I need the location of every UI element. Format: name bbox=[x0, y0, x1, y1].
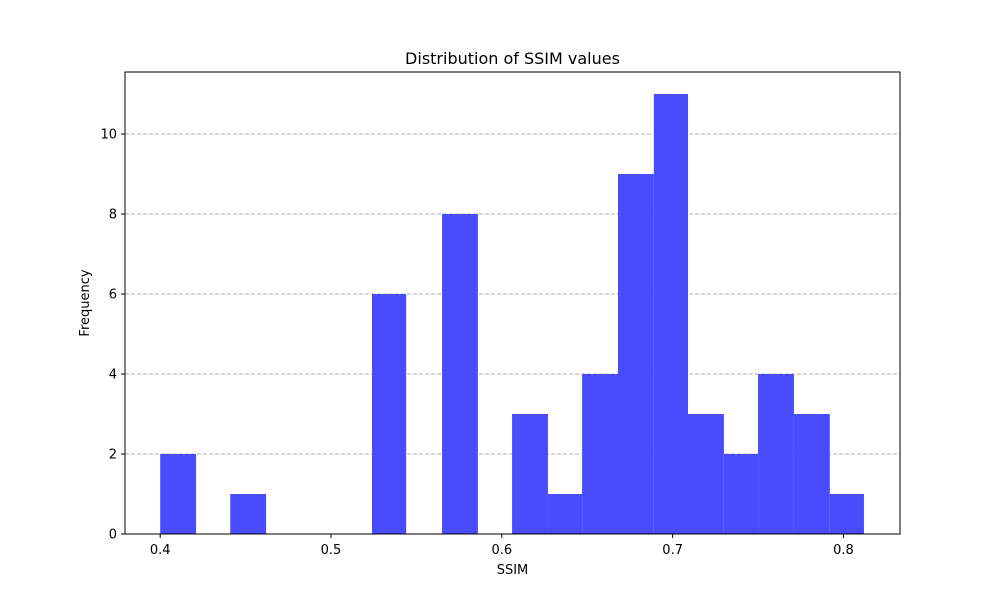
y-tick-label: 2 bbox=[109, 448, 117, 463]
y-tick-label: 4 bbox=[109, 368, 117, 383]
histogram-bar-12 bbox=[582, 374, 618, 534]
histogram-bar-6 bbox=[372, 294, 407, 534]
x-axis-label: SSIM bbox=[497, 563, 529, 578]
x-axis-ticks: 0.4 0.5 0.6 0.7 0.8 bbox=[150, 534, 854, 558]
histogram-bar-0 bbox=[160, 454, 197, 534]
y-tick-label: 0 bbox=[109, 528, 117, 543]
histogram-bar-18 bbox=[793, 414, 830, 534]
x-tick-label: 0.6 bbox=[491, 543, 512, 558]
y-axis-label: Frequency bbox=[78, 269, 93, 336]
histogram-bar-2 bbox=[230, 494, 267, 534]
x-tick-label: 0.8 bbox=[833, 543, 854, 558]
histogram-bar-11 bbox=[547, 494, 583, 534]
x-tick-label: 0.7 bbox=[662, 543, 683, 558]
y-tick-label: 10 bbox=[100, 128, 117, 143]
histogram-bar-17 bbox=[758, 374, 794, 534]
plot-frame bbox=[124, 71, 901, 535]
x-tick-label: 0.4 bbox=[150, 543, 171, 558]
y-tick-label: 8 bbox=[109, 208, 117, 223]
histogram-bar-13 bbox=[617, 174, 654, 534]
y-axis-ticks: 0 2 4 6 8 10 bbox=[100, 128, 125, 543]
x-tick-label: 0.5 bbox=[321, 543, 342, 558]
histogram-bar-8 bbox=[442, 214, 478, 534]
histogram-bar-14 bbox=[653, 94, 689, 534]
histogram-bar-16 bbox=[723, 454, 759, 534]
histogram-bars bbox=[160, 94, 864, 534]
chart-title: Distribution of SSIM values bbox=[405, 49, 620, 68]
histogram-bar-19 bbox=[829, 494, 864, 534]
histogram-bar-10 bbox=[512, 414, 548, 534]
histogram-bar-15 bbox=[688, 414, 724, 534]
y-tick-label: 6 bbox=[109, 288, 117, 303]
